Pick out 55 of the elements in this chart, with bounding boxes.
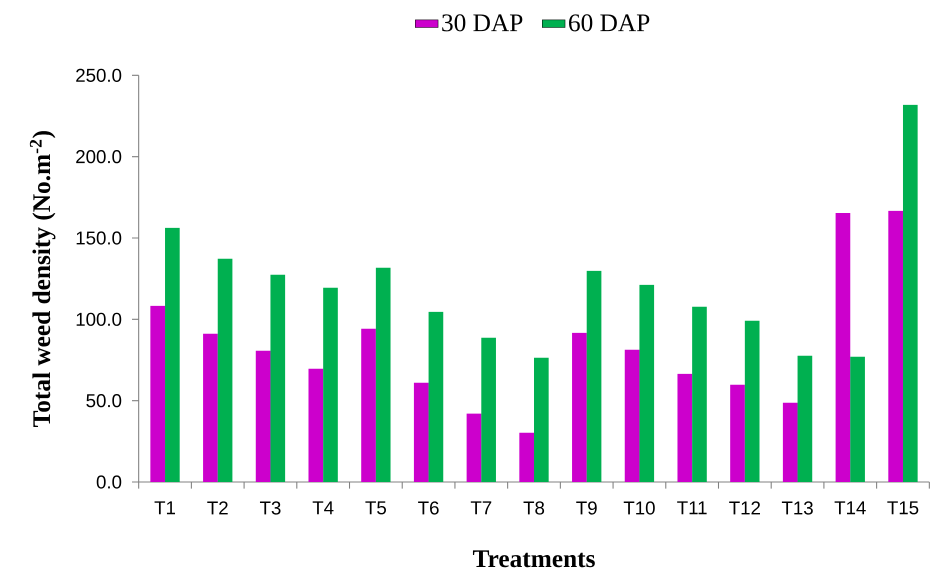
bar: [902, 104, 918, 482]
bar: [481, 338, 496, 482]
y-tick-label: 100.0: [76, 312, 122, 326]
bar: [270, 274, 286, 482]
x-tick-label: T12: [729, 501, 760, 514]
x-tick-label: T1: [154, 501, 176, 514]
legend-label: 30 DAP: [442, 14, 522, 32]
bar: [256, 350, 270, 482]
y-tick-label: 200.0: [76, 150, 122, 164]
x-tick-label: T7: [470, 501, 492, 514]
bar: [376, 268, 391, 482]
bar: [639, 284, 654, 482]
bar: [572, 332, 587, 482]
bar: [836, 212, 850, 482]
bar: [744, 320, 760, 482]
bar: [888, 210, 903, 482]
bar: [798, 356, 812, 482]
x-axis-title: Treatments: [472, 550, 595, 568]
y-tick-label: 250.0: [76, 68, 122, 82]
bar: [218, 258, 232, 482]
bar: [203, 334, 218, 482]
bar: [428, 312, 444, 482]
x-tick-label: T9: [576, 501, 597, 515]
x-tick-label: T6: [418, 501, 439, 515]
x-tick-label: T10: [624, 501, 655, 515]
legend-label: 60 DAP: [569, 14, 650, 32]
bar: [308, 368, 324, 482]
x-tick-label: T11: [677, 501, 707, 514]
bar: [519, 432, 534, 482]
bar: [730, 384, 745, 482]
x-tick-label: T3: [260, 501, 281, 515]
bar: [586, 270, 602, 482]
bar: [150, 306, 166, 482]
bar: [165, 228, 180, 482]
bar: [323, 288, 338, 482]
y-tick-label: 50.0: [86, 394, 122, 408]
x-tick-label: T4: [312, 501, 334, 514]
bar: [692, 306, 707, 482]
bar: [782, 402, 798, 482]
y-tick-label: 150.0: [76, 231, 122, 245]
x-tick-label: T13: [782, 501, 813, 515]
x-tick-label: T5: [365, 501, 386, 514]
bar: [466, 414, 482, 482]
bar: [414, 382, 429, 482]
x-tick-label: T15: [887, 501, 918, 514]
bar: [850, 356, 865, 482]
bar: [534, 358, 549, 482]
x-tick-label: T14: [834, 501, 866, 514]
y-axis-title: Total weed density (No.m$^{-2}$): [30, 131, 56, 427]
y-tick-label: 0.0: [96, 475, 122, 489]
x-tick-label: T8: [524, 501, 544, 515]
x-tick-label: T2: [207, 501, 228, 514]
bar: [361, 328, 376, 482]
bar: [624, 350, 640, 482]
bar: [677, 374, 692, 482]
